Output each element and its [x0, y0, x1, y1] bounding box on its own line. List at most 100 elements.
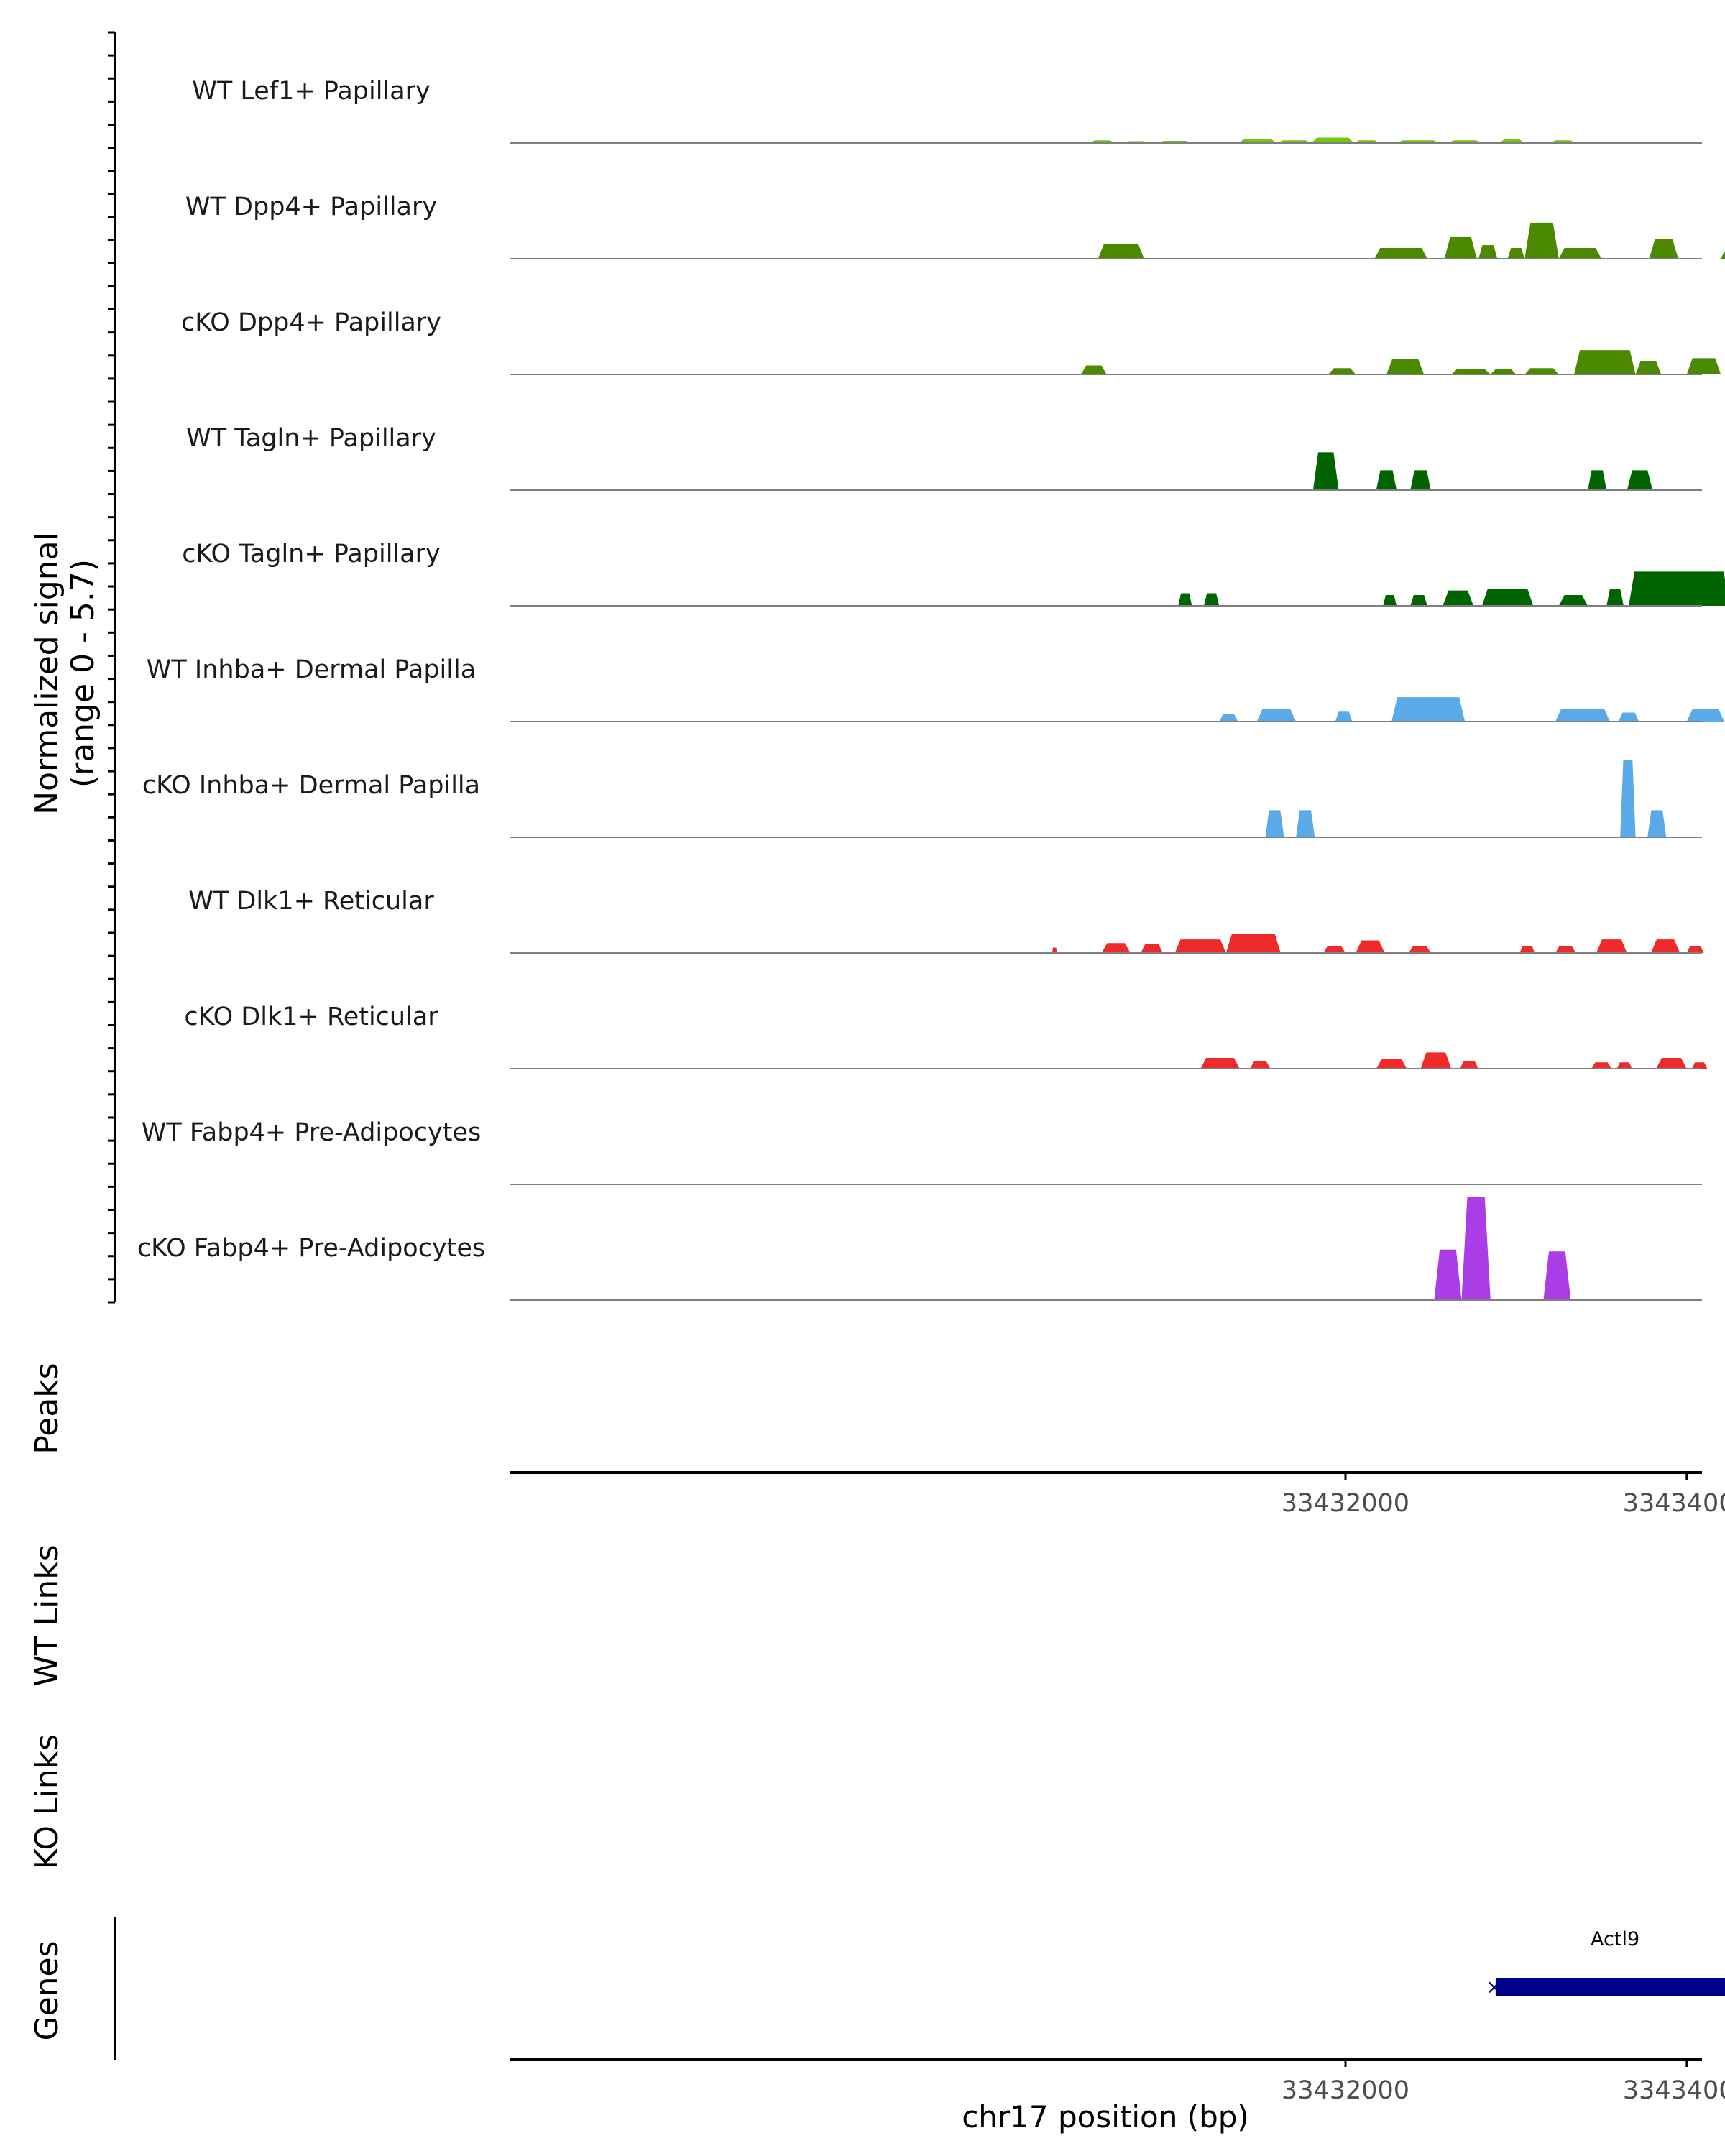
x-tick-label: 33434000	[1623, 2076, 1725, 2105]
track-wt-lef1-papillary: WT Lef1+ Papillary	[192, 77, 1702, 144]
track-label: WT Tagln+ Papillary	[186, 424, 436, 453]
coverage-peak	[1499, 139, 1525, 143]
track-cko-dpp4-papillary: cKO Dpp4+ Papillary	[181, 308, 1721, 375]
ko-links-panel-title: KO Links	[29, 1734, 65, 1869]
coverage-peak	[1618, 712, 1639, 722]
coverage-peak	[1376, 470, 1397, 490]
track-wt-tagln-papillary: WT Tagln+ Papillary	[186, 424, 1702, 491]
coverage-peak	[1203, 593, 1220, 606]
coverage-peak	[1444, 236, 1477, 259]
coverage-peak	[1052, 947, 1057, 953]
track-label: cKO Dlk1+ Reticular	[184, 1003, 438, 1031]
coverage-peak	[1335, 711, 1353, 722]
coverage-peak	[1178, 593, 1192, 606]
coverage-peak	[1451, 369, 1491, 374]
track-label: cKO Tagln+ Papillary	[182, 540, 441, 568]
gene-strand-marker: ×	[1486, 1975, 1502, 1999]
track-cko-fabp4-pre-adipocytes: cKO Fabp4+ Pre-Adipocytes	[137, 1197, 1702, 1301]
coverage-peak	[1691, 1062, 1708, 1069]
coverage-peak	[1443, 590, 1474, 606]
track-label: WT Lef1+ Papillary	[192, 77, 431, 106]
x-tick-label: 33432000	[1282, 2076, 1409, 2105]
track-label: WT Fabp4+ Pre-Adipocytes	[142, 1118, 481, 1147]
coverage-peak	[1408, 945, 1431, 953]
coverage-peak	[1250, 1061, 1271, 1069]
track-cko-inhba-dermal-papilla: cKO Inhba+ Dermal Papilla	[142, 760, 1702, 838]
coverage-peak	[1596, 939, 1627, 953]
coverage-peak	[1374, 247, 1427, 259]
gene-name-label: Actl9	[1591, 1928, 1639, 1950]
coverage-peak	[1656, 1057, 1687, 1069]
coverage-peak	[1650, 939, 1680, 953]
coverage-peak	[1356, 940, 1385, 953]
coverage-peak	[1328, 368, 1356, 374]
coverage-peak	[1627, 470, 1653, 490]
y-axis-title-line2: (range 0 - 5.7)	[65, 559, 101, 788]
coverage-peak	[1383, 594, 1397, 606]
coverage-peak	[1434, 1249, 1462, 1300]
x-tick-label: 33432000	[1282, 1489, 1409, 1518]
track-wt-inhba-dermal-papilla: WT Inhba+ Dermal Papilla	[147, 655, 1725, 722]
coverage-peak	[1410, 470, 1431, 490]
coverage-peak	[1524, 222, 1559, 259]
coverage-peak	[1410, 594, 1427, 606]
track-label: WT Inhba+ Dermal Papilla	[147, 655, 476, 684]
coverage-peak	[1098, 244, 1144, 259]
coverage-peak	[1507, 247, 1525, 259]
coverage-peak	[1620, 760, 1636, 837]
coverage-peak	[1591, 1062, 1612, 1069]
coverage-peak	[1588, 470, 1607, 490]
coverage-peak	[1647, 810, 1667, 837]
coverage-peak	[1481, 589, 1534, 606]
coverage-peak	[1265, 810, 1284, 837]
coverage-peak	[1101, 943, 1131, 953]
x-tick-label: 33434000	[1623, 1489, 1725, 1518]
coverage-y-axis	[108, 31, 116, 1304]
track-wt-dlk1-reticular: WT Dlk1+ Reticular	[188, 887, 1704, 954]
coverage-peak	[1296, 810, 1315, 837]
gene-actl9: × Actl9	[1486, 1928, 1725, 1999]
coverage-peak	[1174, 939, 1226, 953]
coverage-peak	[1574, 350, 1636, 374]
track-cko-dlk1-reticular: cKO Dlk1+ Reticular	[184, 1003, 1708, 1069]
coverage-peak	[1558, 594, 1588, 606]
track-label: WT Dlk1+ Reticular	[188, 887, 434, 916]
coverage-peak	[1635, 361, 1662, 374]
coverage-peak	[1686, 945, 1704, 953]
coverage-peak	[1200, 1057, 1240, 1069]
wt-links-panel-title: WT Links	[29, 1544, 65, 1686]
track-label: cKO Inhba+ Dermal Papilla	[142, 771, 480, 800]
coverage-peak	[1311, 137, 1354, 143]
track-label: WT Dpp4+ Papillary	[185, 193, 437, 221]
coverage-peak	[1256, 709, 1297, 722]
coverage-peak	[1555, 945, 1576, 953]
coverage-peak	[1543, 1251, 1571, 1300]
x-axis-title: chr17 position (bp)	[962, 2099, 1249, 2134]
coverage-peak	[1649, 239, 1678, 259]
coverage-tracks: WT Lef1+ Papillary WT Dpp4+ Papillary cKO …	[137, 77, 1725, 1301]
peaks-panel-title: Peaks	[29, 1363, 65, 1454]
coverage-peak	[1555, 709, 1610, 722]
coverage-peak	[1376, 1059, 1407, 1069]
coverage-peak	[1312, 452, 1339, 490]
coverage-peak	[1519, 945, 1535, 953]
coverage-peak	[1141, 944, 1163, 953]
coverage-peak	[1721, 251, 1725, 259]
track-wt-fabp4-pre-adipocytes: WT Fabp4+ Pre-Adipocytes	[142, 1118, 1702, 1185]
coverage-peak	[1558, 247, 1602, 259]
coverage-peak	[1386, 359, 1425, 374]
y-axis-title-line1: Normalized signal	[29, 532, 65, 815]
coverage-peak	[1686, 709, 1725, 722]
coverage-peak	[1238, 139, 1278, 143]
x-axis-peaks: 334320003343400033436000	[510, 1471, 1725, 1518]
track-label: cKO Fabp4+ Pre-Adipocytes	[137, 1234, 485, 1263]
coverage-peak	[1606, 589, 1624, 606]
coverage-peak	[1460, 1061, 1479, 1069]
coverage-peak	[1392, 697, 1466, 722]
coverage-peak	[1629, 571, 1725, 606]
coverage-peak	[1686, 358, 1721, 374]
gene-body	[1495, 1978, 1725, 1996]
coverage-peak	[1081, 365, 1107, 374]
x-axis-genes: 334320003343400033436000	[510, 2058, 1725, 2105]
